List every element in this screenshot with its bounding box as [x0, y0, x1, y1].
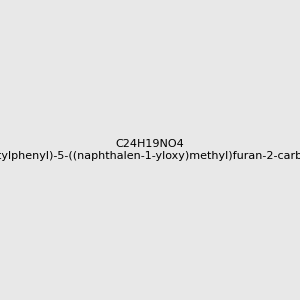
Text: C24H19NO4
N-(4-Acetylphenyl)-5-((naphthalen-1-yloxy)methyl)furan-2-carboxamide: C24H19NO4 N-(4-Acetylphenyl)-5-((naphtha… — [0, 139, 300, 161]
